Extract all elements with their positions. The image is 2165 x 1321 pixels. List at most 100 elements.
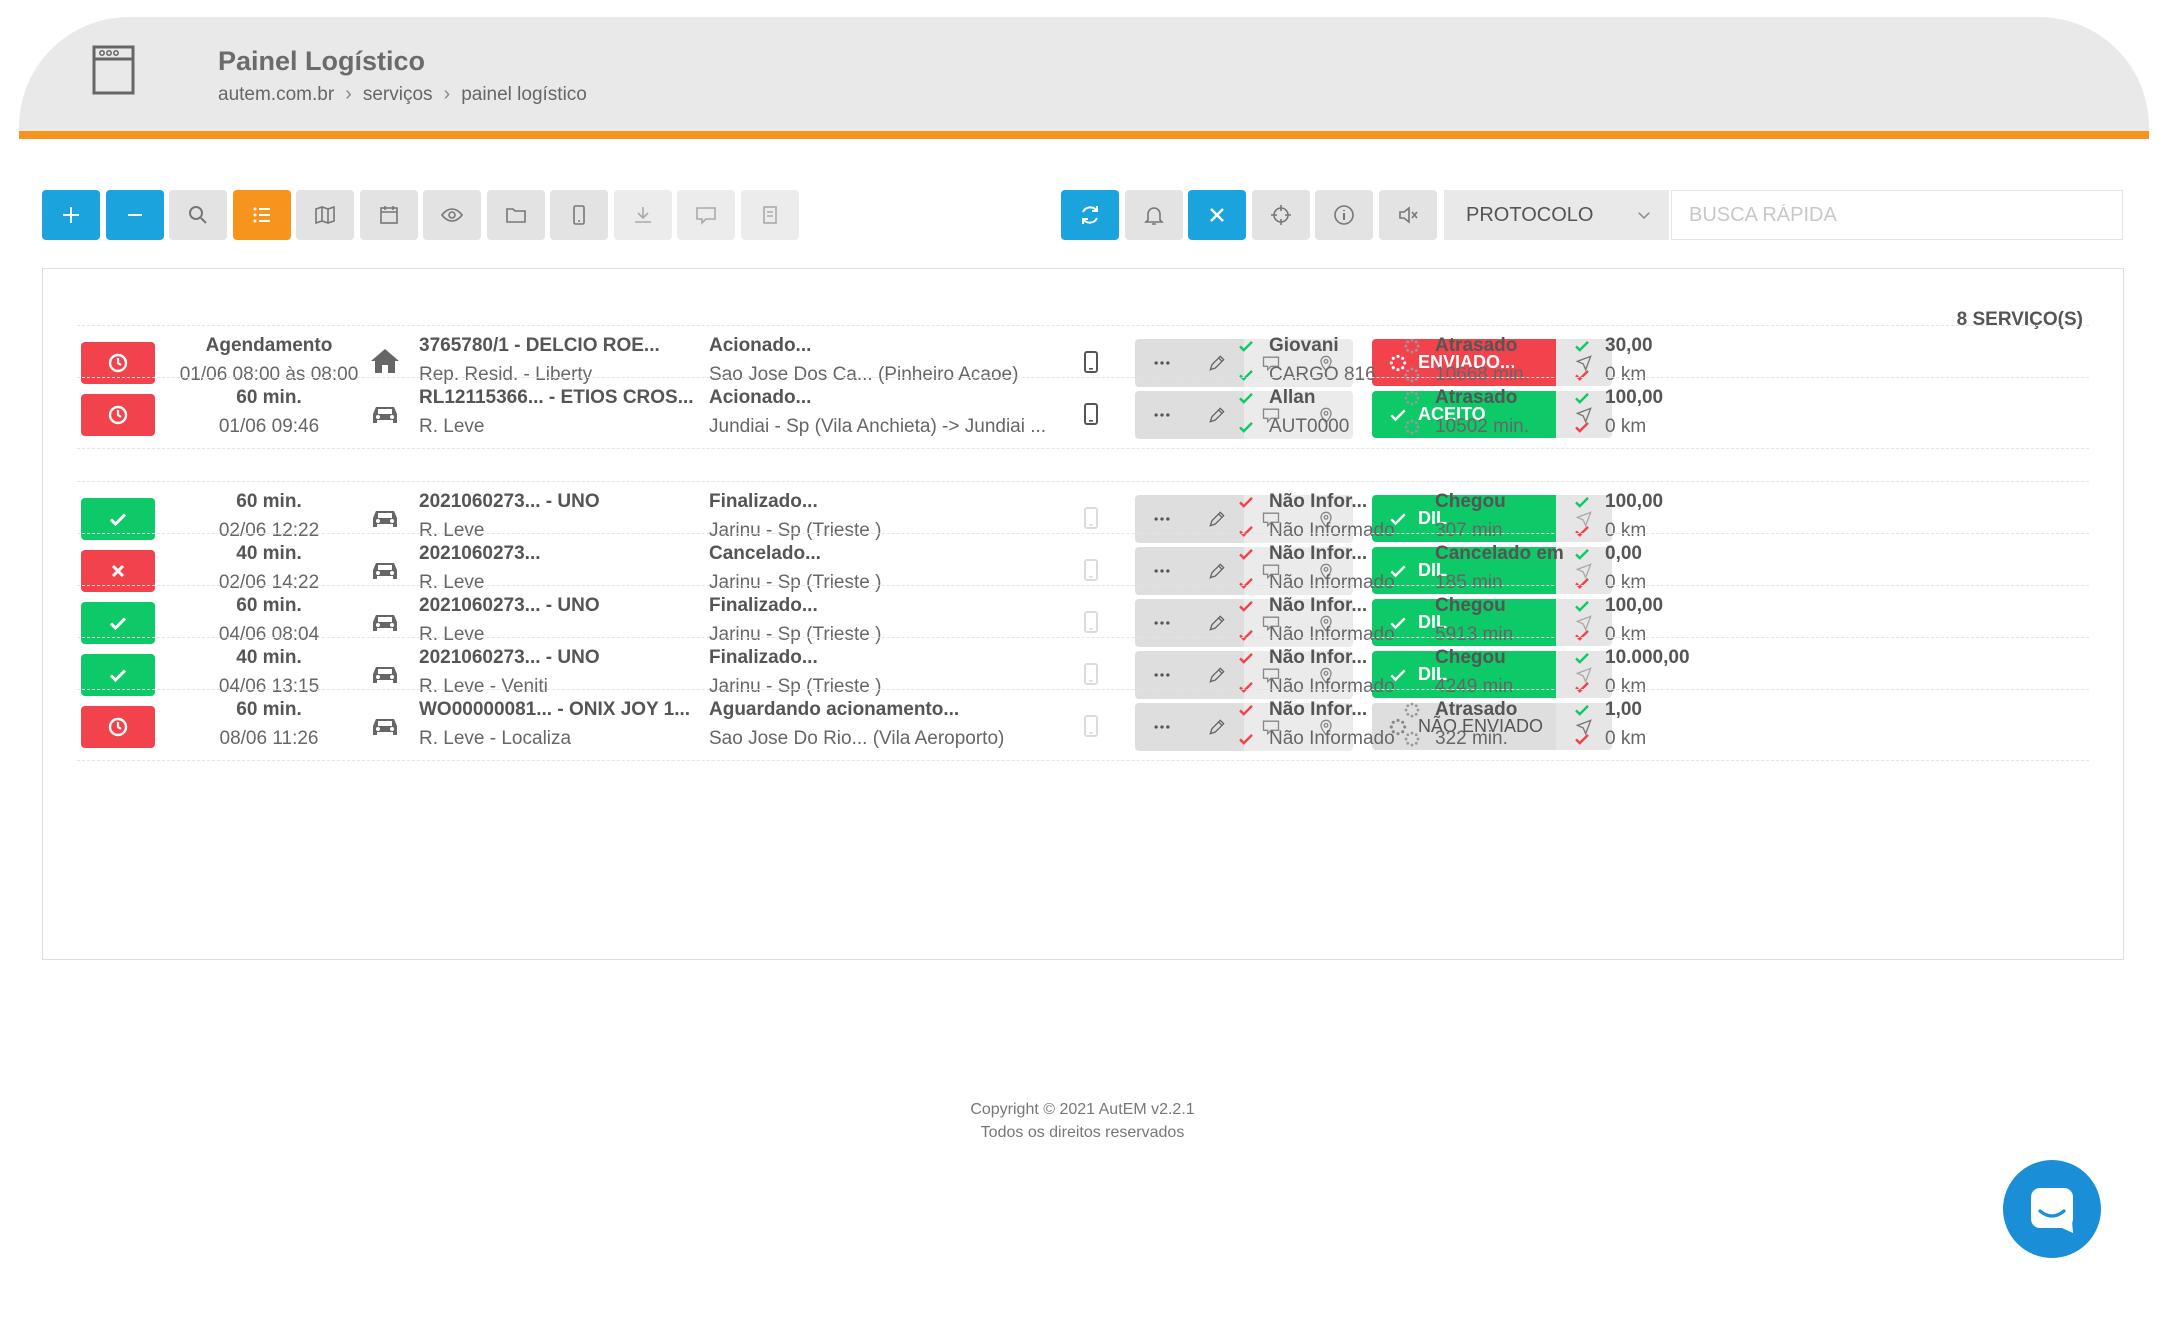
dispatch-status-button[interactable]: DIL bbox=[1372, 599, 1556, 646]
search-button[interactable] bbox=[169, 190, 227, 240]
location-button[interactable] bbox=[1298, 651, 1353, 699]
map-pin-icon bbox=[1320, 563, 1332, 580]
edit-button[interactable] bbox=[1189, 547, 1244, 595]
chat-icon bbox=[1263, 668, 1280, 684]
service-title[interactable]: 2021060273... - UNO bbox=[419, 491, 600, 512]
edit-button[interactable] bbox=[1189, 703, 1244, 751]
more-button[interactable] bbox=[1135, 339, 1190, 387]
quick-search-input[interactable] bbox=[1671, 190, 2123, 240]
dispatch-status-button[interactable]: ENVIADO... bbox=[1372, 339, 1556, 386]
service-title[interactable]: 2021060273... - UNO bbox=[419, 647, 600, 668]
collapse-button[interactable] bbox=[106, 190, 164, 240]
phone-icon[interactable] bbox=[1081, 350, 1101, 374]
breadcrumb-home[interactable]: autem.com.br bbox=[218, 83, 335, 105]
location-button[interactable] bbox=[1298, 391, 1353, 439]
dispatch-status-button[interactable]: DIL bbox=[1372, 547, 1556, 594]
table-row[interactable]: 60 min. 01/06 09:46 RL12115366... - ETIOS … bbox=[77, 377, 2089, 449]
phone-icon[interactable] bbox=[1081, 558, 1101, 582]
protocol-select[interactable]: PROTOCOLO bbox=[1444, 190, 1669, 240]
locate-button[interactable] bbox=[1252, 190, 1310, 240]
more-button[interactable] bbox=[1135, 599, 1190, 647]
spinner-icon bbox=[1404, 390, 1420, 405]
message-button[interactable] bbox=[1244, 495, 1299, 543]
edit-button[interactable] bbox=[1189, 495, 1244, 543]
more-button[interactable] bbox=[1135, 495, 1190, 543]
value-column: 1,00 0 km bbox=[1573, 695, 1713, 753]
state-title: Finalizado... bbox=[709, 647, 818, 668]
more-button[interactable] bbox=[1135, 547, 1190, 595]
time-column: Agendamento 01/06 08:00 às 08:00 bbox=[155, 331, 383, 389]
time-title: 60 min. bbox=[236, 387, 302, 408]
message-button[interactable] bbox=[677, 190, 735, 240]
edit-button[interactable] bbox=[1189, 651, 1244, 699]
message-button[interactable] bbox=[1244, 547, 1299, 595]
table-row[interactable]: 60 min. 02/06 12:22 2021060273... - UNO R. … bbox=[77, 481, 2089, 553]
message-button[interactable] bbox=[1244, 339, 1299, 387]
state-sub: Jundiai - Sp (Vila Anchieta) -> Jundiai … bbox=[709, 416, 1047, 437]
service-title[interactable]: 2021060273... - UNO bbox=[419, 595, 600, 616]
mute-button[interactable] bbox=[1379, 190, 1437, 240]
status-button[interactable] bbox=[81, 394, 155, 436]
info-button[interactable] bbox=[1315, 190, 1373, 240]
home-icon bbox=[371, 349, 399, 373]
location-button[interactable] bbox=[1298, 599, 1353, 647]
phone-icon[interactable] bbox=[1081, 662, 1101, 686]
list-view-button[interactable] bbox=[233, 190, 291, 240]
download-button[interactable] bbox=[614, 190, 672, 240]
phone-icon[interactable] bbox=[1081, 610, 1101, 634]
table-row[interactable]: Agendamento 01/06 08:00 às 08:00 3765780/1… bbox=[77, 325, 2089, 397]
table-row[interactable]: 60 min. 08/06 11:26 WO00000081... - ONIX J… bbox=[77, 689, 2089, 761]
view-button[interactable] bbox=[423, 190, 481, 240]
edit-button[interactable] bbox=[1189, 339, 1244, 387]
service-title[interactable]: 2021060273... bbox=[419, 543, 541, 564]
service-title[interactable]: WO00000081... - ONIX JOY 1... bbox=[419, 699, 691, 720]
message-button[interactable] bbox=[1244, 391, 1299, 439]
service-sub: R. Leve bbox=[419, 624, 485, 645]
edit-button[interactable] bbox=[1189, 391, 1244, 439]
value-text: 0 km bbox=[1605, 519, 1647, 541]
dispatch-status-button[interactable]: ACEITO bbox=[1372, 391, 1556, 438]
map-pin-icon bbox=[1320, 511, 1332, 528]
refresh-button[interactable] bbox=[1061, 190, 1119, 240]
state-column: Acionado... Jundiai - Sp (Vila Anchieta) … bbox=[709, 383, 1059, 441]
message-button[interactable] bbox=[1244, 703, 1299, 751]
dispatch-status-button[interactable]: NÃO ENVIADO bbox=[1372, 703, 1556, 750]
notifications-button[interactable] bbox=[1125, 190, 1183, 240]
navigate-button[interactable] bbox=[1556, 599, 1612, 646]
location-button[interactable] bbox=[1298, 703, 1353, 751]
time-title: 40 min. bbox=[236, 543, 302, 564]
clear-filter-button[interactable] bbox=[1188, 190, 1246, 240]
location-button[interactable] bbox=[1298, 339, 1353, 387]
more-button[interactable] bbox=[1135, 651, 1190, 699]
service-title[interactable]: 3765780/1 - DELCIO ROE... bbox=[419, 335, 660, 356]
service-title[interactable]: RL12115366... - ETIOS CROS... bbox=[419, 387, 694, 408]
state-column: Finalizado... Jarinu - Sp (Trieste ) bbox=[709, 591, 1059, 649]
message-button[interactable] bbox=[1244, 651, 1299, 699]
phone-icon[interactable] bbox=[1081, 714, 1101, 738]
dispatch-status-button[interactable]: DIL bbox=[1372, 651, 1556, 698]
table-row[interactable]: 60 min. 04/06 08:04 2021060273... - UNO R. … bbox=[77, 585, 2089, 657]
service-column: RL12115366... - ETIOS CROS... R. Leve bbox=[419, 383, 709, 441]
more-button[interactable] bbox=[1135, 703, 1190, 751]
dispatch-status-button[interactable]: DIL bbox=[1372, 495, 1556, 542]
time-title: 60 min. bbox=[236, 491, 302, 512]
phone-icon[interactable] bbox=[1081, 402, 1101, 426]
document-button[interactable] bbox=[741, 190, 799, 240]
table-row[interactable]: 40 min. 04/06 13:15 2021060273... - UNO R. … bbox=[77, 637, 2089, 709]
calendar-button[interactable] bbox=[360, 190, 418, 240]
map-button[interactable] bbox=[296, 190, 354, 240]
breadcrumb-services[interactable]: serviços bbox=[362, 83, 433, 105]
mobile-button[interactable] bbox=[550, 190, 608, 240]
location-button[interactable] bbox=[1298, 547, 1353, 595]
chat-widget-button[interactable] bbox=[2003, 1160, 2101, 1258]
location-button[interactable] bbox=[1298, 495, 1353, 543]
more-button[interactable] bbox=[1135, 391, 1190, 439]
folder-button[interactable] bbox=[487, 190, 545, 240]
message-button[interactable] bbox=[1244, 599, 1299, 647]
add-button[interactable] bbox=[42, 190, 100, 240]
table-row[interactable]: 40 min. 02/06 14:22 2021060273... R. Leve Ca… bbox=[77, 533, 2089, 605]
edit-button[interactable] bbox=[1189, 599, 1244, 647]
phone-icon[interactable] bbox=[1081, 506, 1101, 530]
dispatch-label: ACEITO bbox=[1418, 404, 1486, 424]
status-button[interactable] bbox=[81, 706, 155, 748]
